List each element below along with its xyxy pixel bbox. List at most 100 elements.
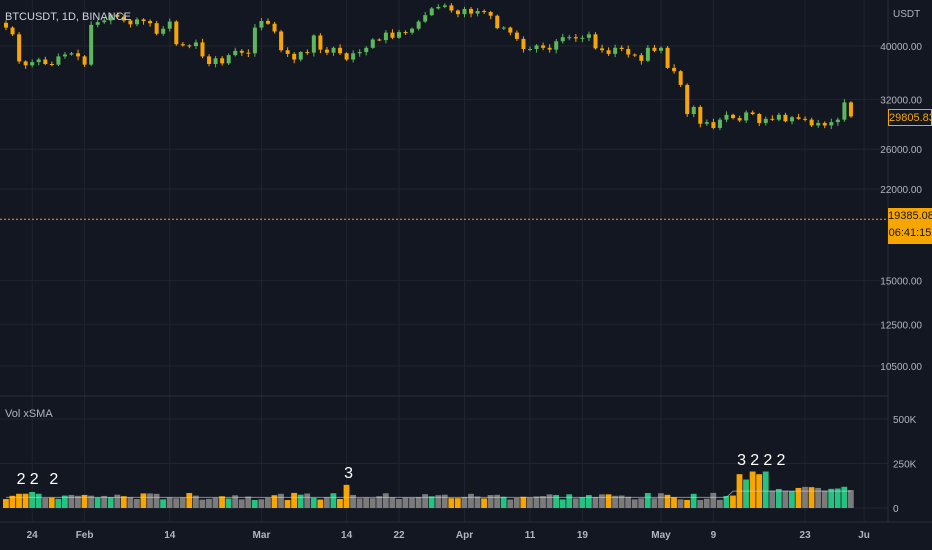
volume-bar — [703, 498, 710, 508]
candle-body — [351, 53, 356, 60]
volume-bar — [468, 493, 474, 508]
time-tick-label: Apr — [456, 530, 473, 541]
volume-bar — [435, 495, 442, 508]
candle — [429, 7, 434, 17]
candle — [148, 19, 153, 27]
candle — [816, 119, 821, 128]
candle — [652, 44, 657, 53]
candle-body — [436, 6, 441, 9]
countdown-value: 06:41:15 — [888, 227, 932, 239]
candle-body — [364, 47, 369, 53]
price-tick-label: 15000.00 — [880, 277, 922, 288]
time-tick-label: Mar — [253, 530, 271, 541]
volume-bar — [225, 498, 232, 508]
candle — [318, 33, 323, 54]
volume-annotation: 2 — [763, 452, 772, 469]
volume-bar — [494, 494, 501, 508]
volume-bar — [651, 498, 658, 508]
candle — [423, 11, 428, 23]
candle — [829, 118, 834, 130]
candle — [600, 44, 605, 53]
candle — [521, 36, 526, 53]
candle-body — [200, 42, 205, 57]
candle — [580, 35, 585, 43]
candle-body — [514, 32, 519, 39]
candle-body — [613, 47, 618, 54]
volume-bar — [173, 498, 180, 508]
candle — [239, 49, 244, 56]
time-axis[interactable]: 24 Feb 14 Mar 14 22 Apr 11 19 May 9 23 Ju — [27, 530, 870, 541]
volume-bar — [304, 493, 311, 508]
candle — [351, 50, 356, 63]
candle — [285, 47, 290, 57]
candle — [279, 29, 284, 53]
volume-bar — [697, 499, 704, 508]
time-tick-label: 22 — [393, 530, 405, 541]
candle-body — [763, 118, 768, 123]
candle-body — [809, 119, 814, 126]
candle-body — [822, 122, 827, 126]
volume-annotations: 2 2 2 33 2 2 2 — [17, 452, 786, 488]
volume-bar — [513, 497, 520, 508]
candle — [842, 99, 847, 122]
candle-body — [495, 15, 500, 29]
candle-body — [279, 31, 284, 51]
volume-bar — [454, 498, 461, 508]
candle-body — [128, 20, 133, 25]
candle — [193, 39, 198, 49]
candle — [154, 20, 159, 36]
candle-body — [239, 50, 244, 53]
candle — [691, 105, 696, 118]
candle — [292, 52, 297, 64]
candle-body — [161, 28, 166, 34]
candle-body — [285, 50, 290, 54]
candle — [298, 51, 303, 62]
candle-body — [554, 41, 559, 50]
candle — [560, 33, 565, 44]
candle-body — [488, 12, 493, 16]
candle — [390, 29, 395, 40]
candle-body — [691, 106, 696, 115]
candle — [383, 30, 388, 44]
volume-bar — [343, 484, 350, 508]
candle-body — [632, 54, 637, 56]
candle-body — [600, 48, 605, 51]
candle-body — [790, 117, 794, 122]
volume-bar — [422, 494, 428, 508]
candle-body — [246, 52, 251, 54]
volume-bar — [579, 497, 586, 508]
candle — [678, 70, 683, 87]
price-axis[interactable]: 10500.00 12500.00 15000.00 22000.00 26000.00… — [880, 42, 922, 373]
volume-bar — [68, 494, 75, 508]
candle — [141, 18, 146, 25]
candle — [449, 3, 454, 13]
price-tick-label: 22000.00 — [880, 185, 922, 196]
time-tick-label: 14 — [164, 530, 176, 541]
candle-body — [259, 21, 264, 28]
candle — [397, 29, 401, 39]
candle — [455, 9, 460, 18]
candle-body — [829, 122, 834, 126]
candle-body — [115, 14, 120, 17]
candle — [731, 113, 736, 120]
volume-bar — [585, 495, 592, 508]
candle-body — [731, 114, 736, 119]
candle-body — [148, 21, 153, 24]
candle-body — [82, 56, 87, 65]
volume-bar — [847, 490, 854, 508]
candle — [528, 46, 532, 52]
candle-body — [174, 21, 179, 45]
volume-bar — [762, 471, 769, 508]
volume-indicator-title[interactable]: Vol xSMA — [5, 408, 53, 420]
candle — [632, 53, 637, 58]
candle — [573, 33, 578, 42]
volume-bar — [323, 497, 330, 508]
price-tick-label: 10500.00 — [880, 362, 922, 373]
volume-bar — [553, 495, 559, 508]
candle — [803, 116, 808, 122]
candle-body — [757, 114, 762, 123]
volume-bar — [730, 495, 736, 508]
volume-bar — [789, 490, 795, 508]
candle-body — [154, 23, 159, 34]
